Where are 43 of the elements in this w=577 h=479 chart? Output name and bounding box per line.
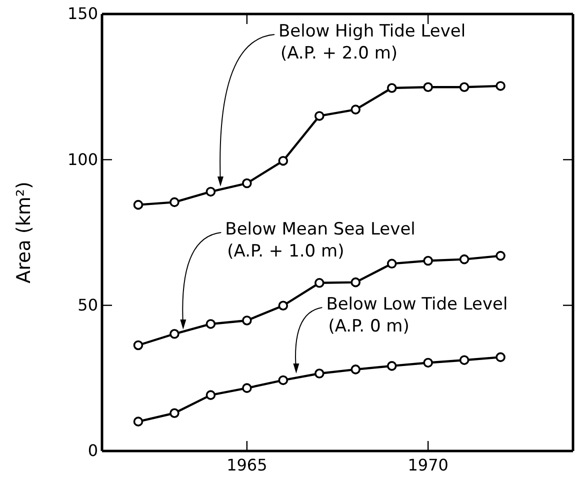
y-tick-label: 50	[78, 295, 98, 314]
point	[314, 111, 324, 121]
y-tick-label: 100	[67, 150, 98, 169]
point	[496, 352, 506, 362]
point	[242, 316, 252, 326]
point	[206, 390, 216, 400]
point	[386, 258, 397, 269]
point	[206, 319, 216, 329]
y-axis-title: Area (km²)	[13, 182, 35, 284]
point	[170, 408, 180, 418]
x-tick-label: 1965	[226, 455, 268, 474]
point	[278, 300, 288, 311]
point	[496, 81, 506, 91]
annotation: Below Mean Sea Level (A.P. + 1.0 m)	[225, 220, 416, 262]
point	[350, 364, 361, 374]
point	[459, 82, 470, 92]
y-tick-label: 0	[88, 441, 98, 460]
point	[133, 200, 144, 210]
point	[423, 256, 433, 266]
point	[423, 82, 433, 92]
annotation: Below High Tide Level (A.P. + 2.0 m)	[278, 21, 466, 64]
point	[133, 340, 144, 350]
point	[133, 416, 144, 426]
point	[278, 375, 288, 386]
point	[386, 361, 397, 371]
point	[423, 358, 433, 368]
point	[350, 277, 361, 288]
annotation: Below Low Tide Level (A.P. 0 m)	[326, 294, 508, 337]
point	[459, 254, 470, 264]
point	[459, 355, 470, 365]
x-tick-label: 1970	[408, 455, 448, 474]
point	[170, 329, 180, 339]
point	[350, 104, 361, 114]
point	[242, 178, 252, 188]
point	[386, 83, 397, 93]
point	[314, 278, 324, 288]
point	[278, 156, 288, 166]
point	[170, 197, 180, 208]
point	[496, 250, 506, 261]
point	[242, 383, 252, 393]
point	[314, 368, 324, 378]
point	[206, 186, 216, 197]
y-tick-label: 150	[67, 4, 98, 24]
